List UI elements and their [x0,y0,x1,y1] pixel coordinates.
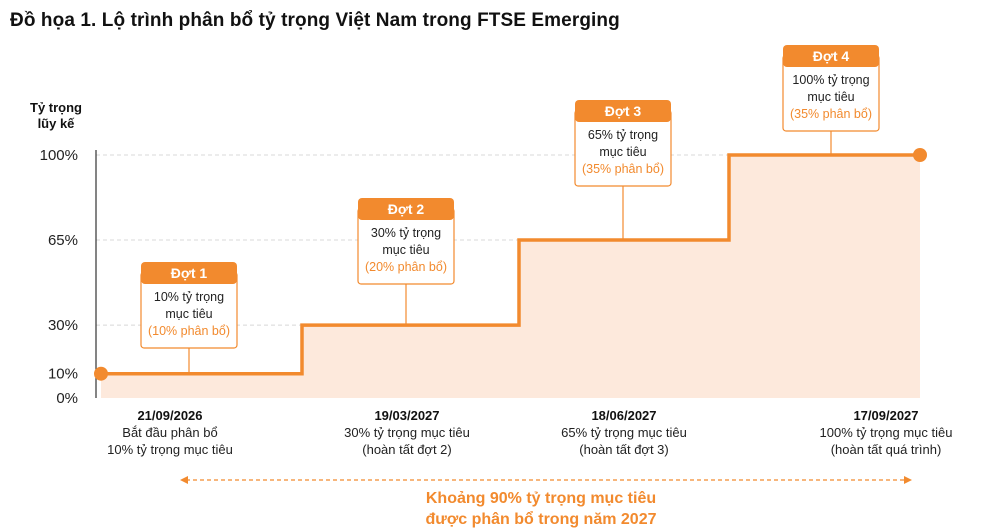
chart-title: Đồ họa 1. Lộ trình phân bổ tỷ trọng Việt… [10,10,620,31]
callout-header [783,45,879,67]
callout-allocation: (35% phân bổ) [790,107,872,121]
callout-title: Đợt 1 [171,265,208,281]
milestone-date: 18/06/2027 [591,408,656,423]
callout-line: mục tiêu [165,307,212,321]
area-fill [101,155,920,398]
callout-title: Đợt 4 [813,48,850,64]
milestone-date: 19/03/2027 [374,408,439,423]
milestone-date: 21/09/2026 [137,408,202,423]
milestone-desc: 30% tỷ trọng mục tiêu [344,425,470,440]
callout-title: Đợt 3 [605,103,642,119]
callout-line: 30% tỷ trọng [371,226,441,240]
milestone-desc: 10% tỷ trọng mục tiêu [107,442,233,457]
callout-header [358,198,454,220]
arrow-head-right [904,476,912,484]
callout-title: Đợt 2 [388,201,425,217]
start-point [94,366,108,381]
callout-line: mục tiêu [382,243,429,257]
end-point [913,148,927,162]
milestone-desc: 100% tỷ trọng mục tiêu [820,425,953,440]
milestone-desc: 65% tỷ trọng mục tiêu [561,425,687,440]
callout-line: 10% tỷ trọng [154,290,224,304]
arrow-head-left [180,476,188,484]
y-tick-label: 0% [56,390,78,407]
callout-line: mục tiêu [807,90,854,104]
callout-line: mục tiêu [599,145,646,159]
y-tick-label: 30% [48,317,78,334]
callout-header [575,100,671,122]
callout-line: 65% tỷ trọng [588,128,658,142]
callout-allocation: (35% phân bổ) [582,162,664,176]
y-tick-label: 10% [48,366,78,383]
milestone-desc: (hoàn tất đợt 2) [362,442,451,457]
range-annotation: được phân bổ trong năm 2027 [426,510,657,528]
y-tick-label: 100% [40,147,78,164]
y-axis-title: lũy kế [38,116,76,131]
callout-allocation: (10% phân bổ) [148,324,230,338]
milestone-desc: Bắt đầu phân bổ [122,425,217,440]
y-axis-title: Tỷ trọng [30,100,82,115]
step-line [101,153,920,376]
range-annotation: Khoảng 90% tỷ trọng mục tiêu [426,490,656,507]
callout-header [141,262,237,284]
y-tick-label: 65% [48,232,78,249]
milestone-desc: (hoàn tất quá trình) [831,442,942,457]
milestone-date: 17/09/2027 [853,408,918,423]
milestone-desc: (hoàn tất đợt 3) [579,442,668,457]
callout-allocation: (20% phân bổ) [365,260,447,274]
callout-line: 100% tỷ trọng [792,73,869,87]
